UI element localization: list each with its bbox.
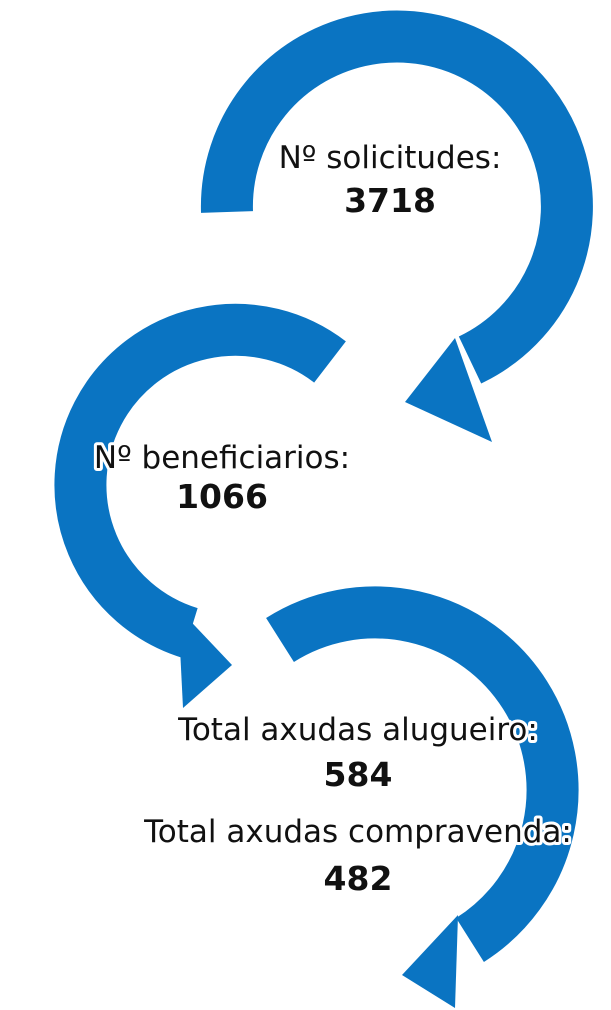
value: 584 [324,755,393,794]
arrow-arc [54,303,346,658]
label: Nº solicitudes: [279,140,502,176]
arrow-head [405,338,492,442]
arrow-head [402,915,458,1008]
arrow-arc [200,10,593,384]
label: Total axudas alugueiro: [177,712,538,748]
value: 482 [324,859,393,898]
arrow-head [178,608,232,708]
value: 3718 [344,181,436,220]
label: Nº beneficiarios: [94,440,350,476]
arrow-arc [266,586,579,962]
label: Total axudas compravenda: [143,814,572,850]
value: 1066 [176,477,268,516]
